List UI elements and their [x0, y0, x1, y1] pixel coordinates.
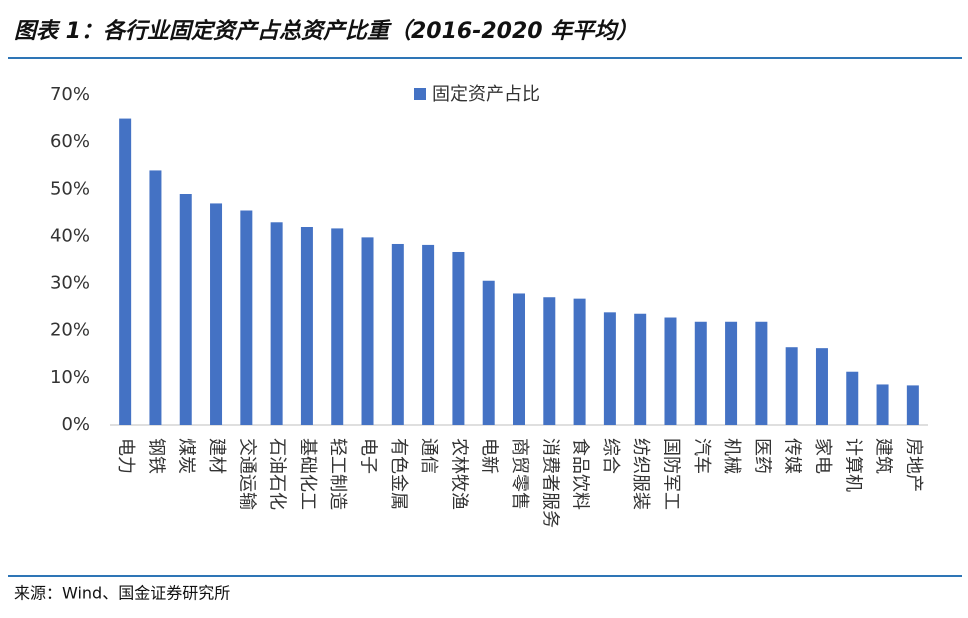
bar — [664, 317, 677, 425]
y-tick-label: 30% — [50, 273, 90, 294]
bar — [634, 313, 647, 425]
x-tick-label: 消费者服务 — [539, 438, 560, 528]
bar — [482, 280, 495, 425]
y-tick-label: 50% — [50, 178, 90, 199]
bar — [603, 312, 616, 425]
x-tick-label: 交通运输 — [236, 438, 257, 510]
y-tick-label: 0% — [61, 414, 90, 435]
x-tick-label: 医药 — [751, 438, 772, 474]
bar — [452, 251, 465, 425]
y-tick-label: 10% — [50, 367, 90, 388]
chart-title: 图表 1：各行业固定资产占总资产比重（2016-2020 年平均） — [14, 18, 638, 44]
bar — [331, 228, 344, 425]
bar — [543, 297, 556, 425]
bar — [906, 385, 919, 425]
x-tick-label: 传媒 — [782, 438, 803, 474]
x-tick-label: 钢铁 — [145, 438, 166, 474]
bar — [119, 118, 132, 426]
x-tick-label: 计算机 — [842, 438, 863, 492]
x-tick-label: 通信 — [418, 438, 439, 474]
x-tick-label: 农林牧渔 — [448, 438, 469, 510]
bar — [149, 170, 162, 425]
bar — [513, 293, 525, 425]
bar — [846, 371, 859, 425]
source: 来源：Wind、国金证券研究所 — [14, 584, 230, 603]
x-tick-label: 纺织服装 — [630, 438, 651, 510]
bar — [785, 347, 798, 425]
bar — [573, 298, 586, 425]
x-tick-label: 建筑 — [873, 438, 894, 474]
bar — [270, 222, 283, 425]
x-tick-label: 电力 — [115, 438, 136, 474]
bar — [179, 194, 192, 425]
bar — [422, 244, 435, 425]
y-tick-label: 40% — [50, 225, 90, 246]
x-tick-label: 综合 — [600, 438, 621, 474]
x-tick-label: 国防军工 — [660, 438, 681, 510]
bar — [876, 384, 889, 425]
bar — [815, 348, 828, 425]
bar — [755, 321, 768, 425]
x-tick-label: 商贸零售 — [509, 438, 530, 510]
x-tick-label: 电子 — [358, 438, 379, 474]
bar — [361, 237, 374, 425]
x-tick-label: 机械 — [721, 438, 742, 474]
bar — [391, 243, 404, 425]
y-tick-label: 70% — [50, 84, 90, 105]
x-tick-label: 房地产 — [903, 438, 924, 492]
x-tick-label: 石油石化 — [267, 438, 288, 510]
x-tick-label: 建材 — [206, 438, 227, 474]
x-tick-label: 有色金属 — [388, 438, 409, 510]
y-tick-label: 20% — [50, 320, 90, 341]
bar — [300, 227, 313, 425]
bar — [725, 321, 738, 425]
bar — [240, 210, 253, 425]
bar — [694, 321, 707, 425]
x-tick-label: 汽车 — [691, 438, 712, 474]
legend-swatch — [414, 88, 426, 100]
x-tick-label: 煤炭 — [176, 438, 197, 474]
x-tick-label: 轻工制造 — [327, 438, 348, 510]
bar — [210, 203, 223, 425]
x-tick-label: 食品饮料 — [570, 438, 591, 510]
y-tick-label: 60% — [50, 131, 90, 152]
legend-label: 固定资产占比 — [432, 84, 540, 105]
x-tick-label: 家电 — [812, 438, 833, 474]
x-tick-label: 电新 — [479, 438, 500, 474]
x-tick-label: 基础化工 — [297, 438, 318, 510]
